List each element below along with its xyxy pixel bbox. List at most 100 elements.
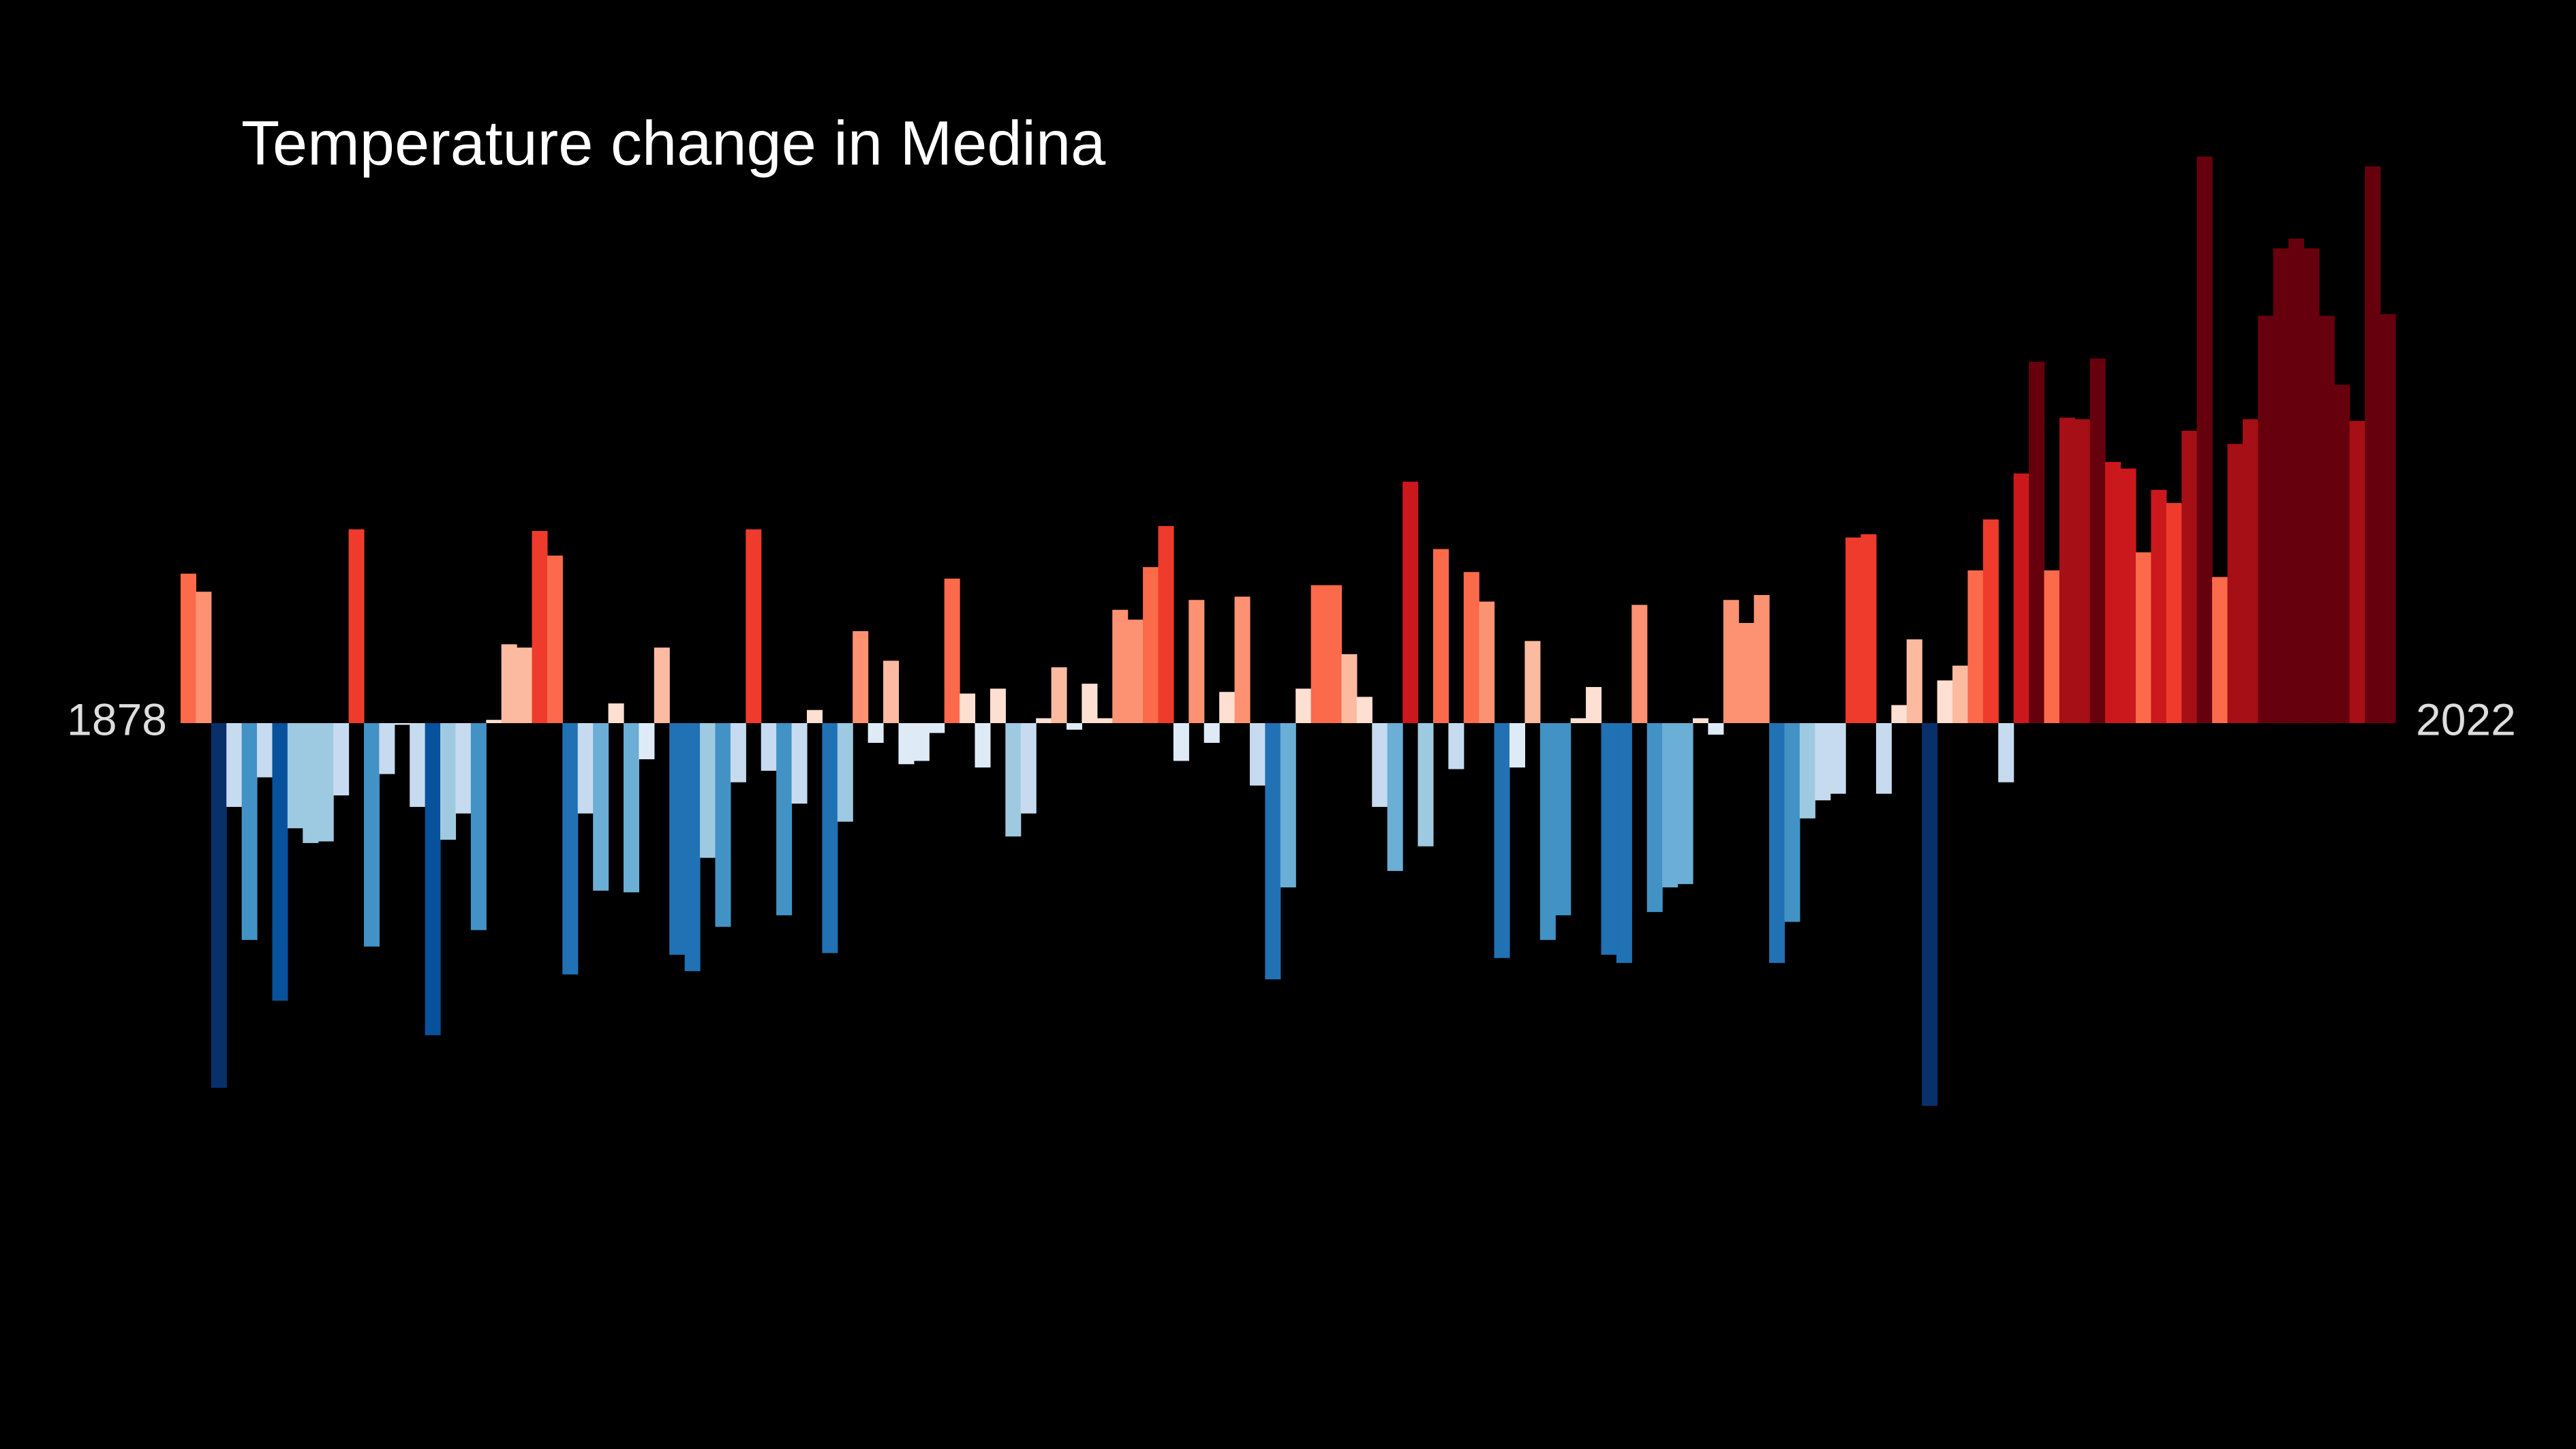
bar bbox=[684, 723, 701, 971]
bar bbox=[1402, 481, 1419, 723]
bar bbox=[2303, 248, 2320, 723]
bar bbox=[1723, 600, 1739, 723]
bar bbox=[1448, 723, 1465, 769]
bar bbox=[1173, 723, 1189, 761]
bar bbox=[1005, 723, 1022, 837]
bar bbox=[715, 723, 731, 927]
bar bbox=[1372, 723, 1388, 807]
bar bbox=[1494, 723, 1510, 958]
bar bbox=[2029, 361, 2045, 723]
bar bbox=[2273, 248, 2289, 723]
bar bbox=[1906, 639, 1922, 723]
bar bbox=[1524, 641, 1541, 723]
bar bbox=[639, 723, 655, 760]
bar bbox=[822, 723, 838, 954]
bar bbox=[196, 592, 212, 723]
bar bbox=[1922, 723, 1938, 1106]
bar bbox=[1616, 723, 1632, 963]
bar bbox=[1127, 620, 1144, 723]
bar bbox=[1310, 585, 1327, 723]
bar bbox=[363, 723, 380, 947]
bar bbox=[1982, 519, 1999, 723]
bar bbox=[577, 723, 594, 814]
bar bbox=[1082, 684, 1098, 723]
bar bbox=[1020, 723, 1037, 814]
x-tick-label: 1878 bbox=[67, 694, 167, 744]
bar bbox=[1937, 680, 1953, 723]
bar bbox=[1952, 665, 1969, 723]
bar bbox=[1555, 723, 1571, 915]
bar bbox=[318, 723, 334, 842]
x-tick-label: 2022 bbox=[2416, 694, 2516, 744]
bar bbox=[1295, 688, 1312, 723]
bar bbox=[272, 723, 288, 1001]
bar bbox=[1646, 723, 1663, 913]
bar bbox=[1860, 534, 1877, 723]
bar bbox=[2318, 316, 2335, 723]
bar bbox=[547, 555, 563, 723]
bar bbox=[2334, 384, 2350, 723]
bar bbox=[730, 723, 746, 782]
bar bbox=[2120, 468, 2136, 723]
bar bbox=[1051, 667, 1067, 723]
bar bbox=[898, 723, 915, 765]
bar bbox=[1631, 605, 1648, 723]
bar bbox=[944, 578, 960, 723]
bar bbox=[1738, 622, 1755, 723]
bar bbox=[776, 723, 793, 915]
bar bbox=[669, 723, 686, 955]
bar bbox=[2151, 489, 2167, 723]
bar bbox=[2196, 156, 2213, 724]
bar bbox=[2212, 577, 2228, 723]
bar bbox=[2074, 419, 2091, 723]
bar bbox=[241, 723, 258, 941]
bar bbox=[868, 723, 884, 743]
bar bbox=[2013, 473, 2029, 723]
bar bbox=[1708, 723, 1724, 735]
bar bbox=[2227, 444, 2243, 723]
bar bbox=[348, 529, 365, 723]
bar bbox=[608, 703, 624, 723]
bar bbox=[761, 723, 777, 771]
bar bbox=[1799, 723, 1815, 819]
bar bbox=[532, 531, 548, 723]
bar bbox=[394, 723, 410, 725]
bar bbox=[2258, 316, 2274, 723]
bar bbox=[624, 723, 640, 893]
bar bbox=[883, 660, 900, 723]
bar bbox=[1112, 609, 1129, 723]
bar bbox=[1143, 567, 1159, 723]
bar bbox=[2166, 503, 2182, 723]
bar bbox=[1265, 723, 1281, 979]
bar bbox=[1097, 718, 1113, 723]
bar bbox=[2089, 358, 2106, 723]
bar bbox=[1891, 705, 1907, 723]
bar bbox=[1875, 723, 1892, 794]
bar bbox=[654, 647, 670, 723]
chart-title: Temperature change in Medina bbox=[241, 108, 1106, 178]
bar bbox=[2242, 419, 2258, 723]
bar bbox=[1189, 600, 1205, 723]
bar bbox=[1601, 723, 1617, 955]
bar bbox=[1998, 723, 2014, 782]
bar bbox=[1463, 572, 1479, 723]
bar bbox=[837, 723, 853, 822]
bar bbox=[440, 723, 457, 840]
bar bbox=[1769, 723, 1785, 963]
bar bbox=[1234, 596, 1251, 723]
bar bbox=[806, 710, 823, 723]
bar bbox=[1784, 723, 1800, 922]
bar bbox=[853, 631, 869, 723]
bar bbox=[1539, 723, 1556, 941]
bar bbox=[913, 723, 930, 761]
bar bbox=[2059, 417, 2075, 723]
bar bbox=[1158, 525, 1174, 723]
bar bbox=[746, 529, 762, 723]
bar bbox=[2181, 431, 2198, 723]
bar bbox=[2105, 461, 2121, 723]
bar bbox=[1432, 549, 1449, 723]
bar bbox=[257, 723, 273, 778]
bar bbox=[1249, 723, 1266, 786]
bar bbox=[1753, 595, 1770, 723]
bar bbox=[2349, 421, 2365, 723]
